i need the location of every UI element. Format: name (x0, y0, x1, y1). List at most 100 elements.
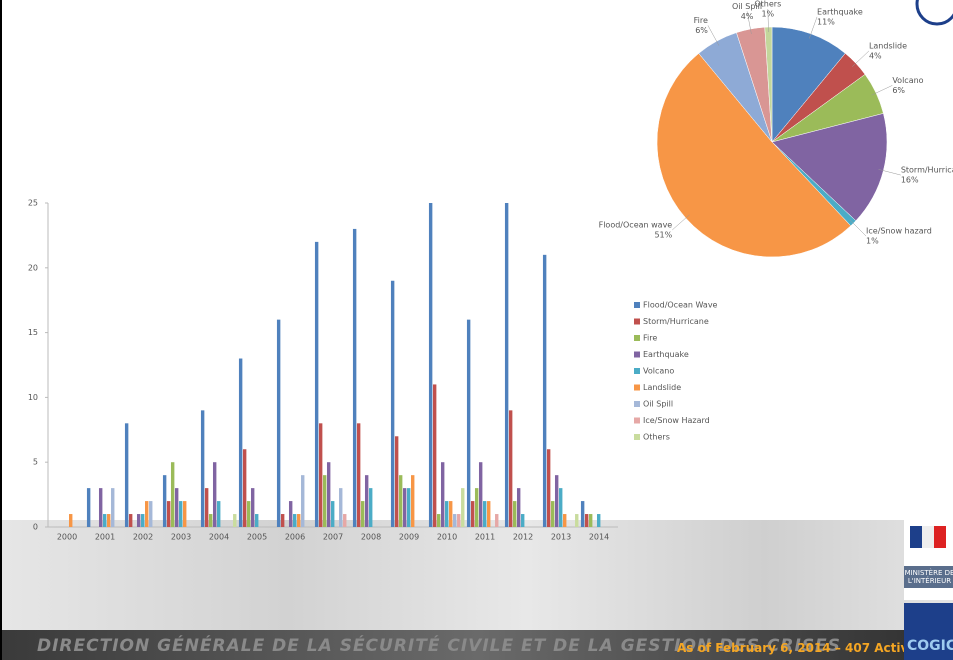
x-tick-label: 2001 (95, 533, 115, 542)
x-tick-label: 2005 (247, 533, 267, 542)
x-tick-label: 2004 (209, 533, 229, 542)
bar (596, 514, 601, 527)
pie-label: Earthquake (817, 7, 863, 16)
bar (276, 319, 281, 527)
ministry-name: MINISTÈRE DE L'INTÉRIEUR (904, 566, 953, 588)
legend-swatch (634, 401, 640, 407)
bar (398, 475, 403, 527)
bar (128, 514, 133, 527)
ministry-logo (904, 520, 953, 600)
bar (428, 203, 433, 527)
leader-line (809, 16, 818, 39)
bar (238, 358, 243, 527)
bar (208, 514, 213, 527)
y-tick-label: 25 (28, 199, 38, 208)
pie-value-label: 1% (761, 10, 774, 19)
pie-value-label: 4% (869, 51, 882, 60)
pie-label: Others (754, 0, 781, 9)
bar (575, 514, 579, 527)
legend-label: Earthquake (643, 350, 689, 359)
bar (111, 488, 115, 527)
bar (542, 254, 547, 527)
bar (212, 462, 217, 527)
bar (86, 488, 91, 527)
leader-line (707, 25, 720, 46)
bar (102, 514, 107, 527)
bar (98, 488, 103, 527)
bar (314, 241, 319, 527)
legend-label: Fire (643, 334, 657, 343)
photo-strip (2, 520, 953, 630)
pie-value-label: 6% (892, 86, 905, 95)
bar (183, 501, 187, 527)
bar (580, 501, 585, 527)
bar (444, 501, 449, 527)
bar (482, 501, 487, 527)
bar (466, 319, 471, 527)
bar (322, 475, 327, 527)
x-tick-label: 2014 (589, 533, 609, 542)
x-tick-label: 2008 (361, 533, 381, 542)
bar (364, 475, 369, 527)
bar (512, 501, 517, 527)
bar (242, 449, 247, 527)
bar (474, 488, 479, 527)
bar (178, 501, 183, 527)
y-tick-label: 0 (33, 523, 38, 532)
leader-line (672, 214, 690, 231)
emblem (915, 0, 953, 26)
bar (145, 501, 149, 527)
bar (280, 514, 285, 527)
pie-value-label: 1% (866, 237, 879, 246)
pie-label: Flood/Ocean wave (599, 220, 673, 229)
legend-label: Oil Spill (643, 400, 673, 409)
bar (326, 462, 331, 527)
leader-line (746, 11, 752, 34)
bar (436, 514, 441, 527)
bar (339, 488, 343, 527)
bar (554, 475, 559, 527)
legend-swatch (634, 384, 640, 391)
bar (356, 423, 361, 527)
legend-label: Volcano (643, 367, 674, 376)
flag (910, 526, 946, 548)
footer-text: DIRECTION GÉNÉRALE DE LA SÉCURITÉ CIVILE… (37, 636, 841, 656)
bar (368, 488, 373, 527)
y-tick-label: 15 (28, 328, 38, 337)
bar (432, 384, 437, 527)
pie-label: Landslide (869, 41, 907, 50)
x-tick-label: 2007 (323, 533, 343, 542)
x-tick-label: 2000 (57, 533, 77, 542)
pie-value-label: 16% (901, 176, 919, 185)
bar (495, 514, 499, 527)
bar (504, 203, 509, 527)
bar (301, 475, 305, 527)
bar (170, 462, 175, 527)
bar (254, 514, 259, 527)
bar (453, 514, 457, 527)
pie-label: Ice/Snow hazard (866, 227, 932, 236)
bar (69, 514, 73, 527)
bar (470, 501, 475, 527)
x-tick-label: 2003 (171, 533, 191, 542)
cogic-logo (904, 603, 953, 660)
legend-swatch (634, 335, 640, 341)
legend-swatch (634, 368, 640, 374)
footer-note: As of February 6, 2014 – 407 Activations (677, 641, 927, 655)
leader-line (767, 9, 769, 33)
x-tick-label: 2006 (285, 533, 305, 542)
bar (318, 423, 323, 527)
bar (174, 488, 179, 527)
bar (558, 488, 563, 527)
bar (546, 449, 551, 527)
x-tick-label: 2011 (475, 533, 495, 542)
bar (297, 514, 301, 527)
legend-swatch (634, 351, 640, 358)
bar (390, 280, 395, 527)
y-tick-label: 10 (28, 393, 38, 402)
pie-value-label: 6% (695, 26, 708, 35)
pie-label: Storm/Hurricane (901, 166, 953, 175)
x-tick-label: 2002 (133, 533, 153, 542)
bar (457, 514, 461, 527)
